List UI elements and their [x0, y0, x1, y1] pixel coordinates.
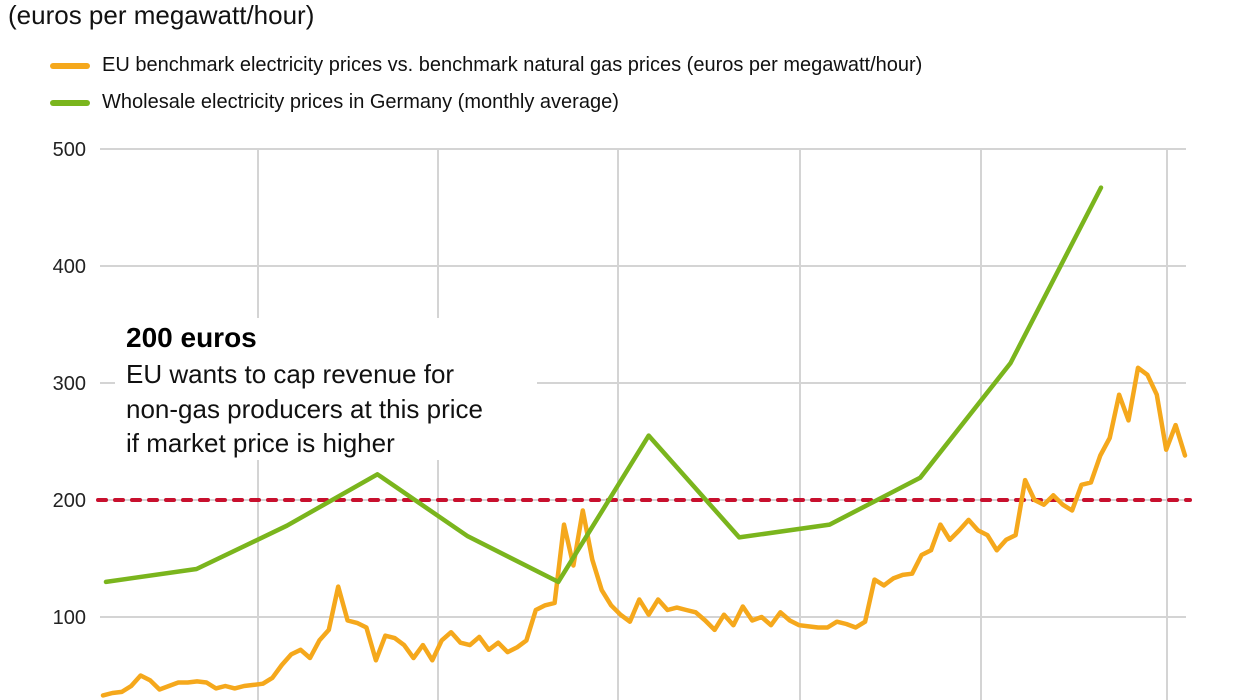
annotation-line-2: non-gas producers at this price	[126, 394, 483, 424]
grid	[100, 148, 1186, 700]
legend-swatch-green	[50, 99, 90, 106]
legend-item-eu-benchmark: EU benchmark electricity prices vs. benc…	[50, 54, 922, 77]
y-tick-label: 300	[53, 373, 86, 395]
series-line-germany-wholesale	[103, 185, 1104, 585]
chart-subtitle: (euros per megawatt/hour)	[8, 0, 315, 30]
y-tick-label: 500	[53, 139, 86, 161]
annotation-title: 200 euros	[126, 322, 257, 353]
legend-swatch-orange	[50, 62, 90, 69]
y-tick-label: 100	[53, 607, 86, 629]
series-group	[100, 185, 1188, 698]
legend-item-germany: Wholesale electricity prices in Germany …	[50, 91, 619, 114]
legend-label: Wholesale electricity prices in Germany …	[102, 91, 619, 113]
y-tick-label: 200	[53, 490, 86, 512]
y-axis-ticks: 100 200 300 400 500	[53, 139, 86, 629]
legend-label: EU benchmark electricity prices vs. benc…	[102, 54, 923, 76]
y-tick-label: 400	[53, 256, 86, 278]
annotation-line-3: if market price is higher	[126, 428, 395, 458]
annotation-background	[115, 318, 537, 460]
series-line-eu-benchmark	[100, 365, 1188, 698]
annotation-line-1: EU wants to cap revenue for	[126, 359, 454, 389]
